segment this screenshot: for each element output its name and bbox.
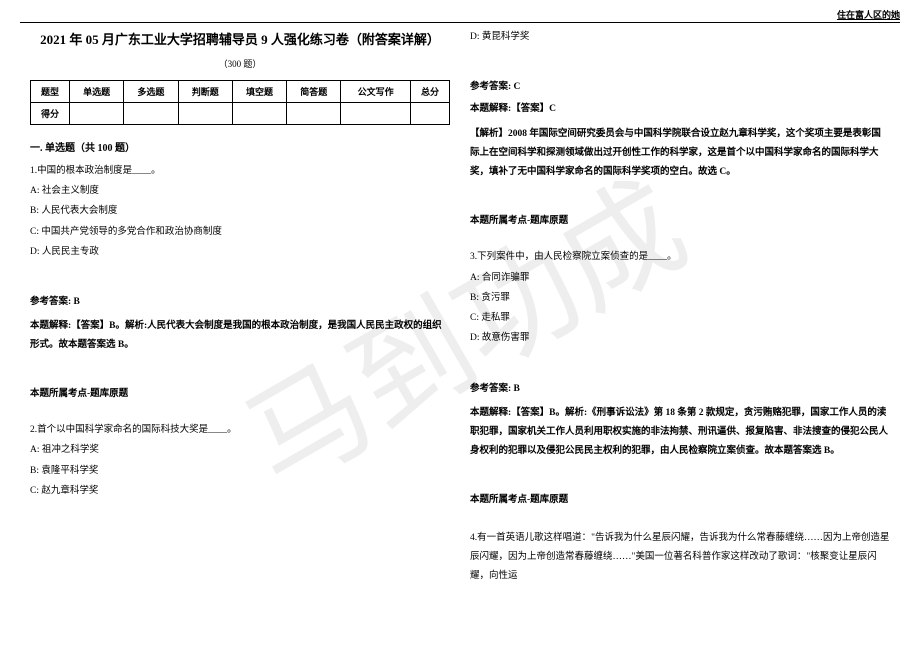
header-divider [20, 22, 900, 23]
q1-topic: 本题所属考点-题库原题 [30, 385, 450, 399]
td [124, 102, 178, 124]
q1-opt-b: B: 人民代表大会制度 [30, 204, 450, 218]
th: 总分 [410, 80, 449, 102]
th: 单选题 [70, 80, 124, 102]
q1-answer: 参考答案: B [30, 293, 450, 307]
section-heading: 一. 单选题（共 100 题） [30, 139, 450, 154]
q2-opt-d: D: 黄昆科学奖 [470, 30, 890, 44]
th: 简答题 [287, 80, 341, 102]
score-table: 题型 单选题 多选题 判断题 填空题 简答题 公文写作 总分 得分 [30, 80, 450, 125]
th: 填空题 [232, 80, 286, 102]
exam-subtitle: （300 题） [30, 57, 450, 70]
page-content: 2021 年 05 月广东工业大学招聘辅导员 9 人强化练习卷（附答案详解） （… [20, 30, 900, 641]
q1-opt-a: A: 社会主义制度 [30, 184, 450, 198]
th: 公文写作 [341, 80, 411, 102]
q2-opt-a: A: 祖冲之科学奖 [30, 443, 450, 457]
q1-explain: 本题解释:【答案】B。解析:人民代表大会制度是我国的根本政治制度，是我国人民民主… [30, 317, 450, 355]
exam-title: 2021 年 05 月广东工业大学招聘辅导员 9 人强化练习卷（附答案详解） [30, 30, 450, 51]
q1-opt-c: C: 中国共产党领导的多党合作和政治协商制度 [30, 225, 450, 239]
td [341, 102, 411, 124]
q2-topic: 本题所属考点-题库原题 [470, 212, 890, 226]
q2-opt-c: C: 赵九章科学奖 [30, 484, 450, 498]
q3-opt-b: B: 贪污罪 [470, 291, 890, 305]
q3-answer: 参考答案: B [470, 380, 890, 394]
q4-stem: 4.有一首英语儿歌这样唱道："告诉我为什么星辰闪耀，告诉我为什么常春藤缠绕……因… [470, 529, 890, 586]
table-row: 题型 单选题 多选题 判断题 填空题 简答题 公文写作 总分 [31, 80, 450, 102]
q3-explain: 本题解释:【答案】B。解析:《刑事诉讼法》第 18 条第 2 款规定，贪污贿赂犯… [470, 404, 890, 461]
q1-opt-d: D: 人民民主专政 [30, 245, 450, 259]
td [178, 102, 232, 124]
q1-stem: 1.中国的根本政治制度是____。 [30, 164, 450, 178]
td [232, 102, 286, 124]
header-corner-text: 住在富人区的她 [837, 8, 900, 21]
q2-answer: 参考答案: C [470, 78, 890, 92]
table-row: 得分 [31, 102, 450, 124]
right-column: D: 黄昆科学奖 参考答案: C 本题解释:【答案】C 【解析】2008 年国际… [460, 30, 900, 641]
th: 判断题 [178, 80, 232, 102]
q2-explain: 【解析】2008 年国际空间研究委员会与中国科学院联合设立赵九章科学奖，这个奖项… [470, 125, 890, 182]
th: 多选题 [124, 80, 178, 102]
left-column: 2021 年 05 月广东工业大学招聘辅导员 9 人强化练习卷（附答案详解） （… [20, 30, 460, 641]
td [287, 102, 341, 124]
q2-opt-b: B: 袁隆平科学奖 [30, 464, 450, 478]
q2-stem: 2.首个以中国科学家命名的国际科技大奖是____。 [30, 423, 450, 437]
q3-topic: 本题所属考点-题库原题 [470, 491, 890, 505]
td [410, 102, 449, 124]
th: 题型 [31, 80, 70, 102]
q3-stem: 3.下列案件中，由人民检察院立案侦查的是____。 [470, 250, 890, 264]
q2-explain-head: 本题解释:【答案】C [470, 100, 890, 119]
q3-opt-d: D: 故意伤害罪 [470, 331, 890, 345]
q3-opt-a: A: 合同诈骗罪 [470, 271, 890, 285]
td: 得分 [31, 102, 70, 124]
td [70, 102, 124, 124]
q3-opt-c: C: 走私罪 [470, 311, 890, 325]
